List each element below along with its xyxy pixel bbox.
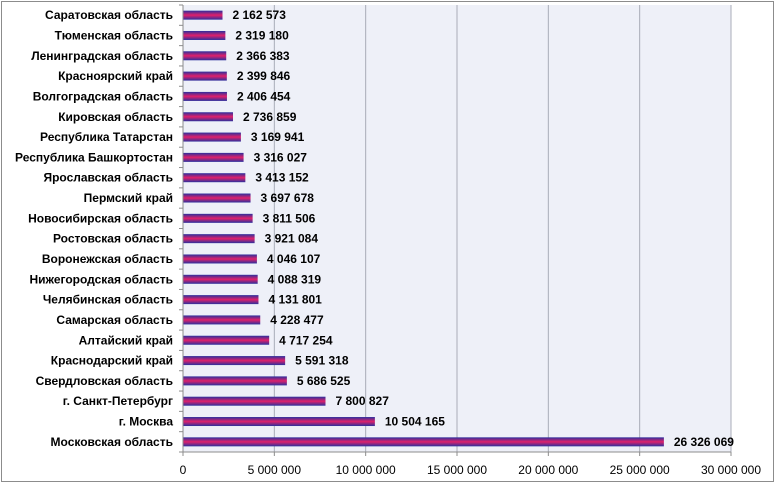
category-label: г. Москва: [119, 415, 174, 429]
bar: [183, 254, 257, 264]
data-label: 3 921 084: [265, 232, 319, 246]
bar: [183, 132, 241, 142]
category-label: Тюменская область: [55, 28, 173, 42]
data-label: 10 504 165: [385, 415, 445, 429]
data-label: 2 406 454: [237, 89, 291, 103]
data-label: 26 326 069: [674, 435, 734, 449]
data-label: 5 591 318: [295, 354, 349, 368]
bar: [183, 91, 227, 101]
x-tick-label: 0: [180, 463, 187, 477]
category-label: г. Санкт-Петербург: [63, 394, 173, 408]
x-tick-label: 5 000 000: [248, 463, 302, 477]
x-tick-label: 30 000 000: [701, 463, 761, 477]
bar: [183, 71, 227, 81]
x-axis-ticks: 0 5 000 000 10 000 000 15 000 000 20 000 000…: [180, 452, 761, 477]
category-label: Ярославская область: [43, 171, 173, 185]
data-label: 3 413 152: [255, 171, 309, 185]
category-label: Алтайский край: [79, 333, 173, 347]
category-label: Саратовская область: [45, 8, 173, 22]
bar: [183, 376, 287, 386]
bar: [183, 173, 246, 183]
data-label: 4 088 319: [268, 272, 322, 286]
category-label: Пермский край: [84, 191, 173, 205]
bar: [183, 437, 664, 447]
x-tick-label: 10 000 000: [336, 463, 396, 477]
bar: [183, 295, 259, 305]
category-label: Челябинская область: [43, 293, 173, 307]
data-label: 4 046 107: [267, 252, 321, 266]
data-label: 2 319 180: [235, 28, 289, 42]
data-label: 3 697 678: [261, 191, 315, 205]
data-label: 4 717 254: [279, 333, 333, 347]
bar: [183, 335, 270, 345]
category-label: Краснодарский край: [51, 354, 173, 368]
bars: [183, 10, 664, 447]
bar: [183, 356, 286, 366]
category-label: Республика Башкортостан: [15, 150, 173, 164]
category-label: Кировская область: [58, 110, 173, 124]
bar: [183, 152, 244, 162]
category-label: Красноярский край: [58, 69, 173, 83]
labels: Саратовская область 2 162 573 Тюменская об…: [15, 4, 734, 453]
category-label: Свердловская область: [36, 374, 173, 388]
category-label: Ростовская область: [53, 232, 173, 246]
data-label: 3 316 027: [254, 150, 308, 164]
bar: [183, 417, 375, 427]
x-tick-label: 15 000 000: [427, 463, 487, 477]
data-label: 2 366 383: [236, 49, 290, 63]
data-label: 7 800 827: [335, 394, 389, 408]
category-label: Новосибирская область: [28, 211, 173, 225]
bar: [183, 30, 226, 40]
x-tick-label: 25 000 000: [610, 463, 670, 477]
data-label: 2 736 859: [243, 110, 297, 124]
category-label: Воронежская область: [42, 252, 173, 266]
bar: [183, 234, 255, 244]
category-label: Нижегородская область: [29, 272, 173, 286]
category-label: Московская область: [51, 435, 173, 449]
bar: [183, 396, 326, 406]
data-label: 4 228 477: [270, 313, 324, 327]
bar: [183, 10, 223, 20]
data-label: 2 399 846: [237, 69, 291, 83]
bar: [183, 315, 261, 325]
data-label: 3 169 941: [251, 130, 305, 144]
data-label: 3 811 506: [263, 211, 316, 225]
data-label: 2 162 573: [233, 8, 287, 22]
bar: [183, 213, 253, 223]
x-tick-label: 20 000 000: [518, 463, 578, 477]
category-label: Самарская область: [56, 313, 173, 327]
data-label: 5 686 525: [297, 374, 351, 388]
category-label: Республика Татарстан: [40, 130, 173, 144]
bar: [183, 112, 233, 122]
bar: [183, 193, 251, 203]
gridlines: [273, 5, 732, 452]
bar: [183, 51, 227, 61]
category-label: Волгоградская область: [33, 89, 173, 103]
bar: [183, 274, 258, 284]
category-label: Ленинградская область: [31, 49, 173, 63]
data-label: 4 131 801: [268, 293, 322, 307]
